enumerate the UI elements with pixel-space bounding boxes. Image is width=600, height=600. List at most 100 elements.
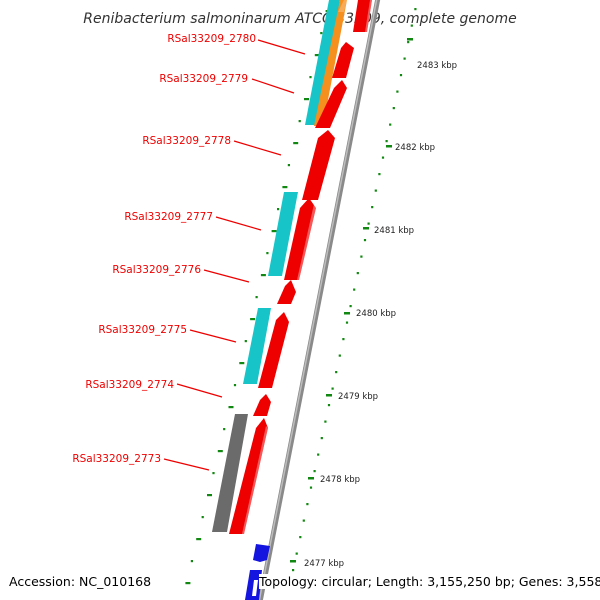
inner-ring-dot bbox=[196, 538, 202, 541]
leader-line bbox=[233, 140, 282, 156]
inner-ring-dot bbox=[201, 516, 204, 519]
leader-line bbox=[189, 329, 237, 343]
inner-ring-dot bbox=[277, 208, 280, 211]
cds-arrow bbox=[302, 130, 335, 200]
gene-label: RSal33209_2778 bbox=[142, 135, 231, 147]
inner-ring-dot bbox=[185, 582, 191, 585]
minor-tick bbox=[309, 486, 313, 489]
blue-feature-notch bbox=[252, 580, 258, 596]
cds-arrow-highlight bbox=[297, 204, 316, 280]
gene-label: RSal33209_2776 bbox=[112, 264, 201, 276]
minor-tick bbox=[324, 420, 327, 423]
major-tick bbox=[308, 477, 314, 480]
cds-arrow-highlights bbox=[242, 0, 372, 534]
minor-tick bbox=[331, 387, 334, 390]
minor-tick bbox=[320, 437, 323, 440]
minor-tick bbox=[295, 552, 298, 555]
minor-tick bbox=[374, 189, 377, 192]
blast-hit-bar bbox=[305, 0, 340, 125]
minor-tick bbox=[407, 41, 410, 44]
inner-ring-dot bbox=[190, 560, 193, 563]
major-tick bbox=[386, 145, 392, 148]
gene-label: RSal33209_2775 bbox=[98, 324, 187, 336]
major-tick bbox=[344, 312, 350, 315]
minor-tick bbox=[381, 156, 385, 159]
inner-ring-dot bbox=[239, 362, 245, 365]
gene-label: RSal33209_2773 bbox=[72, 453, 161, 465]
minor-tick bbox=[353, 288, 356, 291]
inner-ring-dot bbox=[298, 120, 301, 123]
kbp-label: 2483 kbp bbox=[417, 61, 457, 71]
minor-tick bbox=[306, 503, 309, 506]
inner-ring-dot bbox=[228, 406, 234, 409]
minor-tick bbox=[302, 519, 305, 522]
minor-tick bbox=[349, 305, 352, 308]
minor-tick bbox=[327, 404, 331, 407]
cds-arrow-highlight bbox=[365, 0, 372, 32]
inner-ring-dot bbox=[271, 230, 277, 233]
cds-arrow bbox=[353, 0, 372, 32]
accession-text: Accession: NC_010168 bbox=[9, 574, 152, 589]
inner-ring-dot bbox=[304, 98, 309, 101]
inner-ring-dot bbox=[260, 274, 266, 277]
inner-ring-dot bbox=[223, 428, 226, 431]
cds-arrow bbox=[229, 418, 268, 534]
cds-arrow bbox=[258, 312, 289, 388]
inner-ring-dot bbox=[293, 142, 299, 145]
minor-tick bbox=[360, 255, 363, 258]
inner-dotted-ring bbox=[185, 10, 331, 585]
minor-tick bbox=[403, 57, 406, 60]
cds-arrow-highlight bbox=[242, 426, 268, 534]
blue-features bbox=[245, 544, 270, 600]
cds-arrow bbox=[332, 42, 354, 78]
orange-feature-highlight bbox=[338, 0, 347, 12]
leader-line bbox=[163, 458, 210, 471]
blast-features bbox=[243, 0, 340, 384]
minor-tick bbox=[317, 453, 320, 456]
topology-text: Topology: circular; Length: 3,155,250 bp… bbox=[259, 574, 600, 589]
inner-ring-dot bbox=[207, 494, 212, 497]
gene-label-leaders bbox=[163, 39, 306, 471]
minor-tick bbox=[385, 140, 388, 143]
inner-ring-dot bbox=[266, 252, 269, 255]
minor-tick bbox=[338, 354, 341, 357]
minor-tick bbox=[363, 239, 367, 242]
leader-line bbox=[176, 383, 223, 398]
kbp-label: 2478 kbp bbox=[320, 475, 360, 485]
major-tick bbox=[326, 394, 332, 397]
minor-tick bbox=[342, 338, 345, 341]
gray-feature-bar bbox=[212, 414, 248, 532]
inner-ring-dot bbox=[244, 340, 247, 343]
major-tick bbox=[290, 560, 296, 563]
inner-ring-dot bbox=[217, 450, 223, 453]
inner-ring-dot bbox=[282, 186, 288, 189]
kbp-label: 2479 kbp bbox=[338, 392, 378, 402]
genome-backbone bbox=[257, 0, 381, 600]
leader-line bbox=[257, 39, 306, 55]
minor-tick bbox=[392, 107, 395, 110]
major-tick bbox=[363, 227, 369, 230]
cds-arrow bbox=[315, 80, 347, 128]
kbp-label: 2482 kbp bbox=[395, 143, 435, 153]
minor-tick bbox=[414, 8, 417, 11]
minor-tick bbox=[356, 272, 359, 275]
minor-tick bbox=[410, 24, 413, 27]
map-title: Renibacterium salmoninarum ATCC 33209, c… bbox=[83, 11, 516, 27]
inner-ring-dot bbox=[309, 76, 312, 79]
minor-tick bbox=[299, 536, 302, 539]
gene-label: RSal33209_2780 bbox=[167, 33, 256, 45]
cds-arrow bbox=[277, 280, 296, 304]
minor-tick bbox=[389, 123, 392, 126]
minor-tick bbox=[371, 206, 374, 209]
inner-ring-dot bbox=[287, 164, 290, 167]
kbp-label: 2477 kbp bbox=[304, 559, 344, 569]
leader-line bbox=[251, 78, 295, 94]
inner-ring-dot bbox=[314, 54, 320, 57]
orange-feature-bar bbox=[314, 0, 347, 126]
inner-ring-dot bbox=[320, 32, 323, 35]
leader-line bbox=[215, 216, 262, 231]
gene-label: RSal33209_2777 bbox=[124, 211, 213, 223]
genome-backbone-highlight bbox=[258, 0, 378, 600]
cds-arrows bbox=[229, 0, 372, 534]
